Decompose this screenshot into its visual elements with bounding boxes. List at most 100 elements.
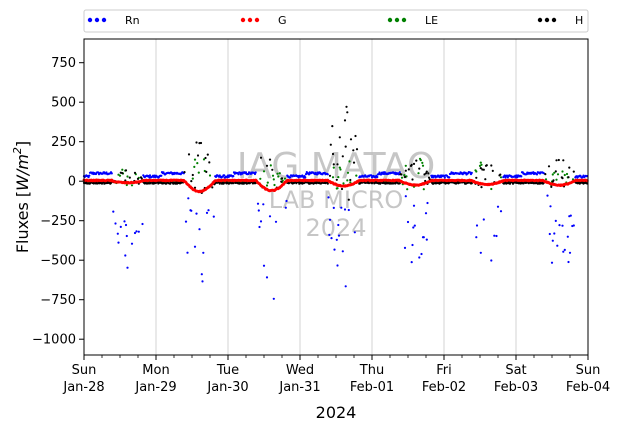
plot-area	[84, 39, 588, 355]
point-rn	[418, 256, 421, 259]
point-h	[415, 159, 418, 162]
point-rn	[347, 208, 350, 212]
point-rn	[548, 232, 551, 236]
point-h	[427, 172, 430, 175]
point-rn	[332, 206, 335, 209]
point-h	[482, 168, 485, 171]
x-tick-label-weekday: Mon	[142, 363, 169, 378]
point-le	[331, 176, 335, 179]
point-rn	[328, 218, 332, 221]
point-rn	[549, 205, 552, 208]
point-le	[406, 188, 409, 191]
point-rn	[262, 203, 265, 206]
point-rn	[190, 209, 193, 212]
point-le	[202, 158, 206, 161]
point-h	[183, 171, 186, 174]
point-le	[348, 160, 351, 163]
point-h	[427, 176, 431, 179]
point-rn	[285, 199, 288, 203]
point-rn	[284, 206, 287, 209]
point-h	[347, 198, 350, 201]
point-h	[280, 180, 283, 183]
point-le	[561, 170, 564, 173]
point-h	[336, 163, 339, 166]
point-rn	[420, 252, 423, 256]
point-h	[398, 182, 401, 185]
point-le	[563, 173, 566, 177]
point-h	[195, 141, 198, 144]
point-rn	[553, 232, 556, 235]
point-le	[422, 188, 425, 191]
point-le	[193, 158, 197, 161]
point-rn	[412, 226, 415, 229]
legend-marker	[537, 17, 543, 23]
point-le	[553, 171, 556, 174]
x-tick-label-date: Jan-30	[206, 380, 248, 395]
point-rn	[254, 171, 257, 174]
point-rn	[340, 206, 343, 209]
point-le	[419, 159, 422, 162]
legend-marker	[87, 17, 93, 23]
point-rn	[148, 174, 152, 177]
point-le	[342, 182, 345, 185]
x-tick-label-weekday: Sun	[576, 363, 601, 378]
point-le	[339, 168, 342, 171]
point-rn	[262, 264, 266, 267]
point-rn	[258, 225, 261, 229]
point-rn	[475, 236, 478, 239]
point-rn	[495, 234, 498, 238]
point-rn	[499, 210, 503, 213]
y-tick-label: −250	[40, 214, 76, 229]
point-rn	[124, 223, 128, 227]
legend-marker	[387, 17, 393, 23]
point-h	[572, 170, 575, 173]
point-rn	[328, 233, 331, 236]
point-le	[283, 177, 287, 180]
point-le	[277, 175, 280, 178]
point-rn	[572, 224, 575, 227]
point-le	[278, 172, 281, 175]
point-le	[130, 184, 134, 187]
x-tick-label-weekday: Tue	[216, 363, 239, 378]
y-tick-label: −500	[40, 254, 76, 269]
point-rn	[424, 212, 428, 215]
point-h	[140, 177, 143, 180]
point-rn	[558, 224, 561, 227]
point-h	[332, 163, 335, 166]
point-rn	[137, 230, 140, 233]
point-rn	[563, 248, 566, 251]
point-le	[193, 165, 196, 168]
point-h	[491, 169, 494, 172]
point-h	[352, 161, 356, 164]
point-rn	[406, 220, 410, 224]
point-rn	[398, 171, 401, 174]
point-h	[550, 185, 553, 188]
point-h	[331, 125, 334, 128]
legend-item-rn: Rn	[87, 14, 140, 27]
point-le	[276, 172, 279, 175]
point-h	[403, 175, 407, 179]
point-rn	[556, 244, 559, 247]
point-le	[421, 161, 424, 164]
point-rn	[193, 245, 197, 248]
point-h	[208, 161, 211, 164]
point-h	[326, 182, 329, 185]
legend-item-h: H	[537, 14, 583, 27]
legend-marker	[394, 17, 400, 23]
point-rn	[223, 174, 226, 177]
point-h	[340, 187, 344, 191]
point-le	[332, 166, 335, 169]
point-rn	[133, 231, 137, 235]
point-rn	[551, 239, 554, 242]
x-tick-label-weekday: Thu	[359, 363, 384, 378]
point-h	[352, 149, 355, 152]
point-rn	[257, 209, 260, 212]
point-h	[329, 143, 332, 146]
point-rn	[479, 251, 482, 254]
point-rn	[201, 280, 204, 283]
x-tick-label-weekday: Sat	[505, 363, 526, 378]
point-rn	[110, 172, 113, 175]
point-h	[424, 172, 428, 175]
point-h	[271, 168, 274, 171]
